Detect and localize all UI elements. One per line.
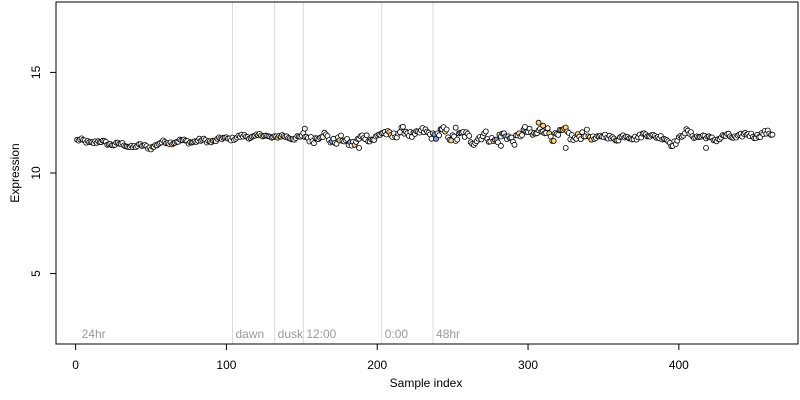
data-point bbox=[399, 123, 406, 130]
data-point bbox=[452, 124, 459, 131]
data-point bbox=[454, 136, 461, 143]
data-point bbox=[550, 137, 557, 144]
x-tick-label: 0 bbox=[72, 358, 79, 372]
data-point bbox=[584, 126, 590, 133]
x-tick-label: 200 bbox=[367, 358, 387, 372]
data-point bbox=[540, 122, 546, 129]
y-tick-label: 5 bbox=[29, 270, 43, 277]
data-point bbox=[436, 132, 443, 139]
plot-frame bbox=[55, 1, 799, 345]
vline-label: 0:00 bbox=[385, 327, 409, 341]
x-axis-title: Sample index bbox=[390, 376, 463, 390]
data-point bbox=[301, 125, 308, 132]
data-point bbox=[338, 132, 344, 139]
x-tick-label: 100 bbox=[216, 358, 236, 372]
data-point bbox=[555, 131, 562, 138]
x-axis: 0 100 200 300 400 bbox=[72, 343, 689, 372]
vline-label: dusk bbox=[278, 327, 304, 341]
data-point bbox=[482, 128, 489, 135]
data-point bbox=[519, 132, 525, 139]
vline-label: dawn bbox=[235, 327, 264, 341]
y-axis: 5 10 15 bbox=[29, 65, 56, 277]
y-tick-label: 10 bbox=[29, 166, 43, 180]
data-point bbox=[363, 132, 370, 139]
data-point bbox=[703, 144, 709, 151]
data-points bbox=[74, 119, 776, 153]
data-point bbox=[310, 140, 317, 147]
vline-label: 24hr bbox=[82, 327, 106, 341]
data-point bbox=[466, 132, 473, 139]
data-point bbox=[433, 135, 439, 142]
annotation-lines: dawn dusk 12:00 0:00 48hr 24hr bbox=[82, 2, 460, 344]
data-point bbox=[356, 144, 363, 151]
data-point bbox=[497, 142, 504, 149]
vline-label: 12:00 bbox=[306, 327, 336, 341]
y-axis-title: Expression bbox=[8, 143, 22, 202]
y-tick-label: 15 bbox=[29, 65, 43, 79]
data-point bbox=[535, 119, 542, 126]
data-point bbox=[544, 125, 551, 132]
data-point bbox=[443, 126, 450, 133]
x-tick-label: 300 bbox=[518, 358, 538, 372]
data-point bbox=[562, 144, 569, 151]
vline-label: 48hr bbox=[436, 327, 460, 341]
data-point bbox=[769, 131, 776, 138]
data-point bbox=[511, 141, 518, 148]
x-tick-label: 400 bbox=[669, 358, 689, 372]
